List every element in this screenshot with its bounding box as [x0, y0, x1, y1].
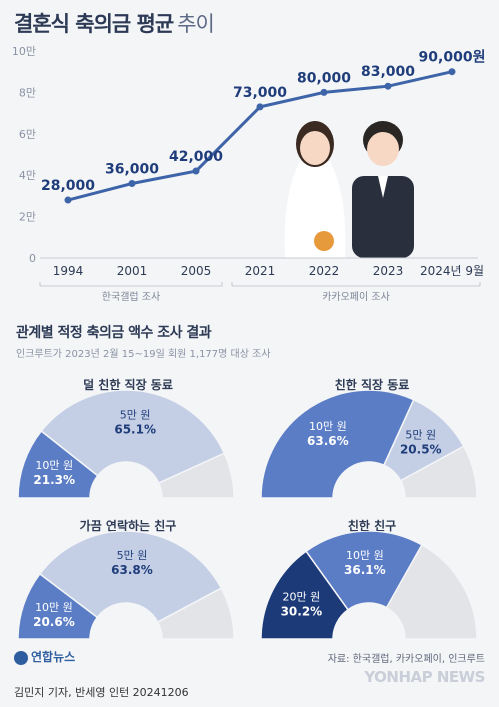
y-tick-label: 8만 [19, 86, 36, 99]
page-title: 결혼식 축의금 평균 추이 [14, 8, 215, 38]
source-label-gallup: 한국갤럽 조사 [102, 291, 160, 303]
gauge-slice [38, 531, 223, 624]
data-point [64, 196, 72, 204]
gauge-slice [260, 390, 415, 499]
data-point [384, 82, 392, 90]
source-bracket-gallup [39, 282, 223, 287]
y-tick-label: 0 [29, 252, 36, 265]
y-tick-label: 6만 [19, 128, 36, 141]
y-tick-label: 4만 [19, 169, 36, 182]
data-label: 36,000 [105, 161, 159, 177]
groom-shirt [378, 176, 388, 198]
gauge-slice [399, 445, 478, 499]
slice-value: 20.5% [400, 442, 442, 456]
trend-line-chart: 0 2만 4만 6만 8만 10만 28,000 1994 36,000 2001 42,000 20… [12, 45, 486, 303]
data-label: 80,000 [297, 70, 351, 86]
data-label: 73,000 [233, 85, 287, 101]
data-point [448, 68, 456, 76]
data-label: 90,000원 [419, 50, 486, 66]
watermark: YONHAP NEWS [364, 668, 485, 686]
gauge-slice [385, 543, 478, 640]
gauge-occasional-friend: 10만 원20.6% 5만 원63.8% [17, 531, 235, 640]
gauge-close-friend: 20만 원30.2% 10만 원36.1% [260, 531, 478, 640]
x-tick-label: 2005 [181, 264, 212, 278]
slice-value: 20.6% [33, 615, 75, 629]
bride-face [300, 131, 330, 165]
x-tick-label: 1994 [53, 264, 84, 278]
source-bracket-kakaopay [231, 282, 481, 287]
source-label-kakaopay: 카카오페이 조사 [322, 291, 390, 303]
credit-line: 김민지 기자, 반세영 인턴 20241206 [14, 686, 189, 699]
title-sub: 추이 [177, 12, 215, 36]
y-tick-label: 10만 [12, 45, 36, 58]
slice-label: 10만 원 [35, 601, 73, 614]
gauge-slice [305, 531, 423, 611]
groom-suit [352, 176, 414, 258]
gauge-slice [260, 550, 350, 640]
wedding-couple-illustration [284, 121, 414, 258]
section-title: 관계별 적정 축의금 액수 조사 결과 [16, 325, 212, 341]
gauge-loose-coworker: 10만 원21.3% 5만 원65.1% [17, 390, 235, 499]
slice-value: 63.6% [307, 434, 349, 448]
gauge-close-coworker: 10만 원63.6% 5만 원20.5% [260, 390, 478, 499]
logo-text: 연합뉴스 [31, 650, 76, 664]
data-label: 28,000 [41, 178, 95, 194]
gauge-title-close-friend: 친한 친구 [347, 519, 397, 533]
slice-label: 5만 원 [405, 428, 436, 441]
title-main: 결혼식 축의금 평균 [14, 12, 174, 36]
slice-value: 36.1% [344, 563, 386, 577]
yonhap-logo: 연합뉴스 [14, 648, 75, 665]
data-label: 83,000 [361, 64, 415, 80]
slice-label: 10만 원 [309, 420, 347, 433]
gauge-title-close-coworker: 친한 직장 동료 [334, 378, 410, 392]
gauge-title-occasional-friend: 가끔 연락하는 친구 [79, 519, 177, 533]
data-source: 자료: 한국갤럽, 카카오페이, 인크루트 [327, 654, 485, 665]
section-subtitle: 인크루트가 2023년 2월 15~19일 회원 1,177명 대상 조사 [16, 349, 271, 360]
gauge-slice [157, 452, 235, 499]
x-tick-label: 2022 [309, 264, 340, 278]
slice-value: 30.2% [281, 604, 323, 618]
x-tick-label: 2023 [373, 264, 404, 278]
groom-face [367, 132, 399, 166]
x-tick-label: 2001 [117, 264, 148, 278]
data-point [320, 88, 328, 96]
gauge-slice [156, 587, 235, 640]
bouquet-icon [314, 231, 334, 251]
slice-label: 5만 원 [117, 549, 148, 562]
slice-label: 5만 원 [120, 409, 151, 422]
slice-value: 65.1% [114, 423, 156, 437]
data-point [256, 103, 264, 111]
x-tick-label: 2021 [245, 264, 276, 278]
slice-value: 21.3% [33, 473, 75, 487]
data-point [192, 167, 200, 175]
gauge-title-loose-coworker: 덜 친한 직장 동료 [83, 378, 173, 392]
x-tick-label: 2024년 9월 [420, 264, 484, 278]
slice-value: 63.8% [111, 563, 153, 577]
y-tick-label: 2만 [19, 211, 36, 224]
data-label: 42,000 [169, 149, 223, 165]
slice-label: 10만 원 [35, 459, 73, 472]
gauge-slice [40, 390, 226, 485]
logo-mark-icon [14, 650, 28, 665]
slice-label: 20만 원 [283, 590, 321, 603]
slice-label: 10만 원 [346, 549, 384, 562]
data-point [128, 179, 136, 187]
